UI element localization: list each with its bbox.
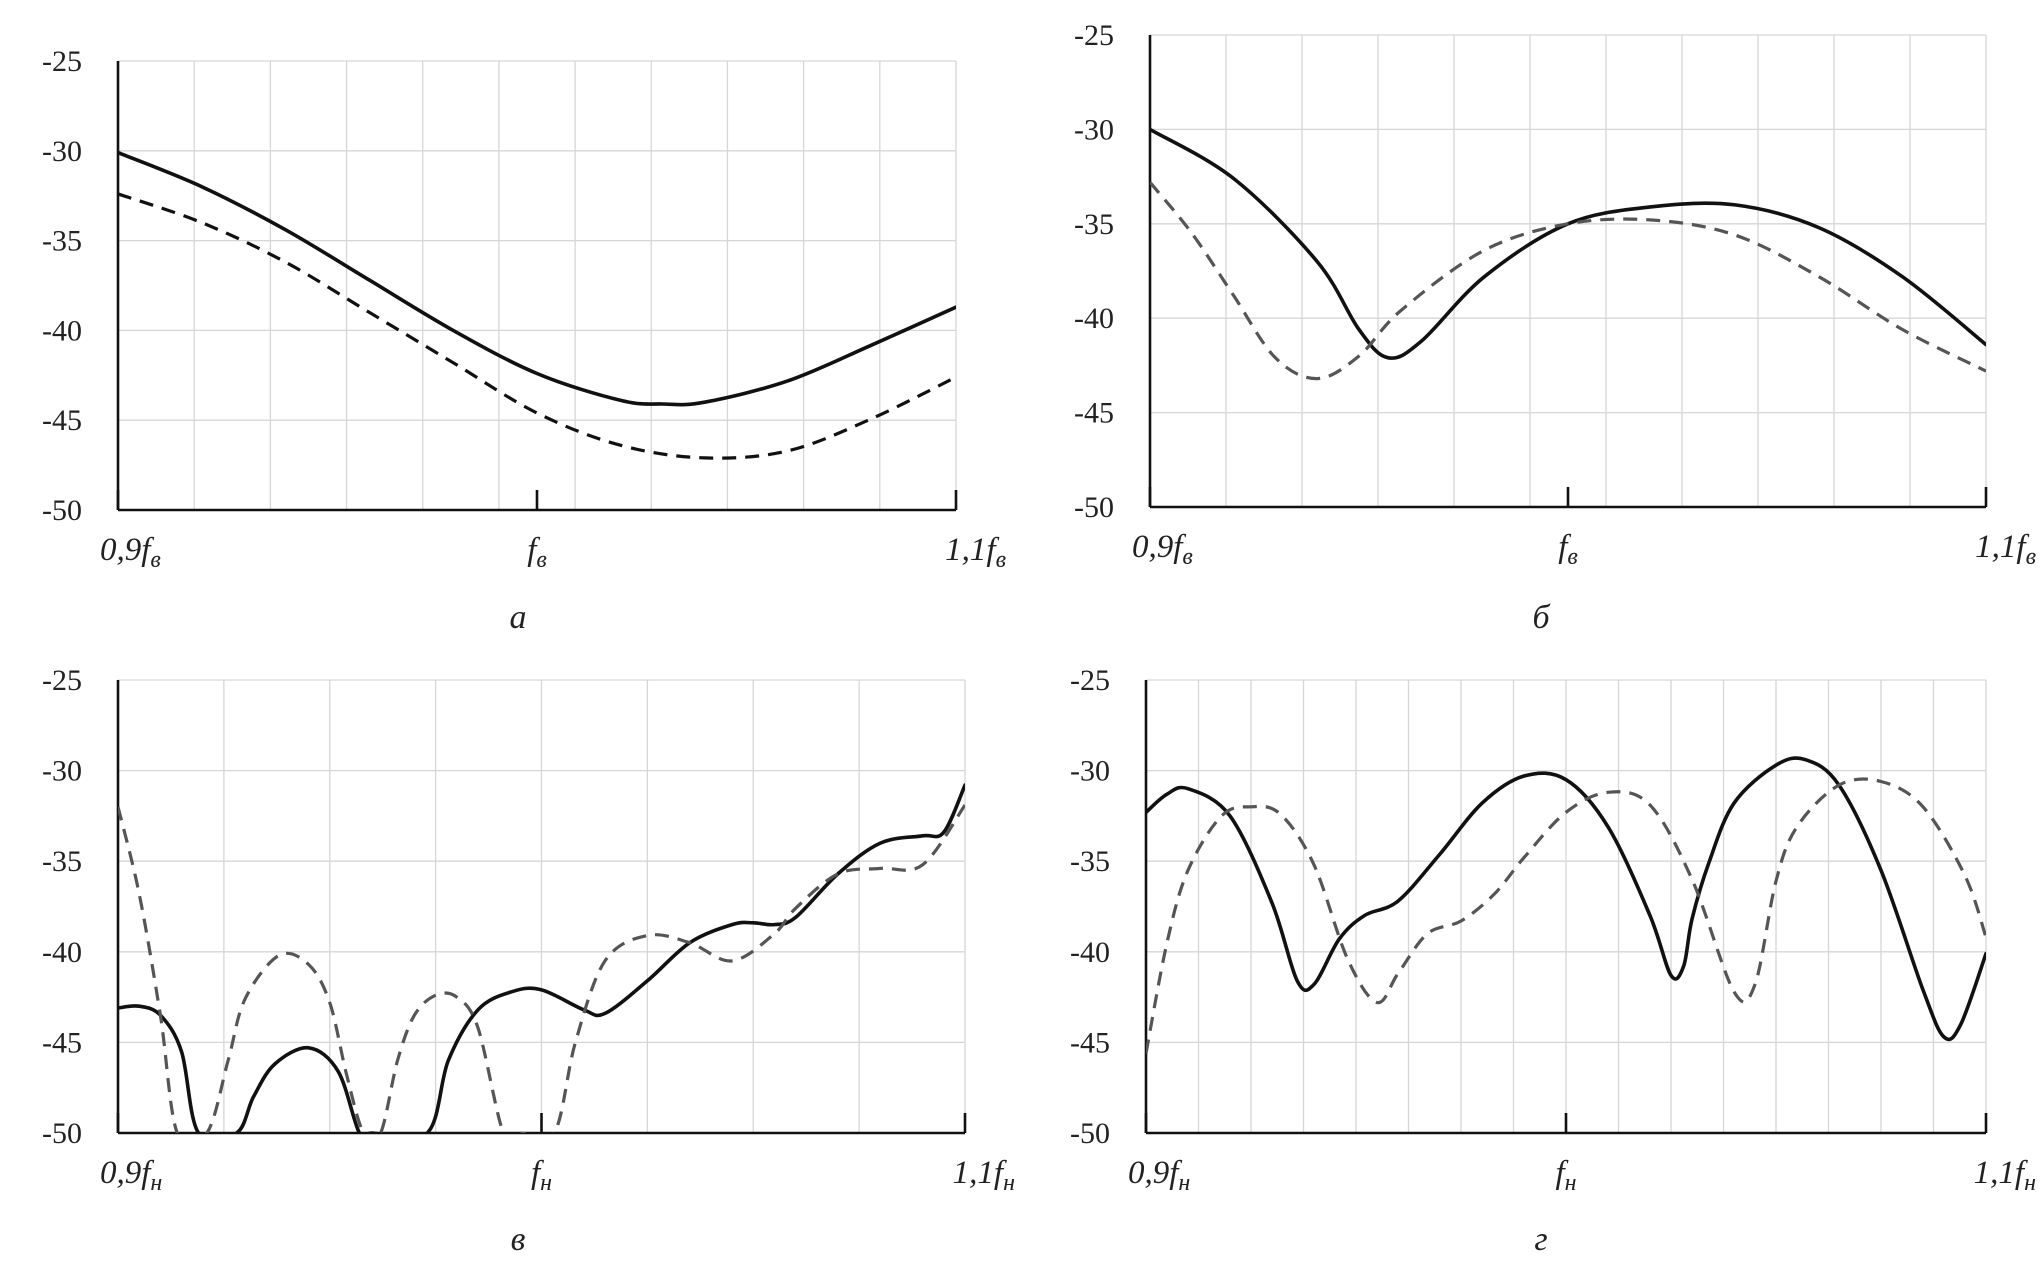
y-tick-label: -25: [1074, 19, 1114, 52]
y-tick-label: -40: [1070, 936, 1110, 969]
y-tick-label: -40: [42, 936, 82, 969]
x-tick-label-subscript: н: [1178, 1170, 1190, 1196]
x-tick-label-subscript: в: [1182, 544, 1192, 570]
grid: [1146, 679, 1987, 1133]
series-line-solid: [118, 783, 965, 1133]
series-line-solid: [1146, 756, 1986, 1042]
y-tick-label: -45: [1074, 397, 1114, 430]
y-tick-label: -40: [1074, 302, 1114, 335]
x-tick-label: fв: [527, 532, 547, 573]
y-tick-label: -25: [42, 45, 82, 78]
y-tick-label: -30: [42, 135, 82, 168]
x-tick-label-subscript: в: [1567, 544, 1577, 570]
y-tick-label: -25: [1070, 664, 1110, 697]
x-tick-label: 0,9fн: [100, 1155, 162, 1196]
x-tick-label: 1,1fн: [1974, 1155, 2036, 1196]
y-tick-label: -50: [1070, 1117, 1110, 1150]
x-tick-label: fн: [1555, 1155, 1576, 1196]
x-tick-label: 1,1fв: [1975, 529, 2036, 570]
x-tick-label-main: 1,1f: [945, 532, 999, 568]
panel-caption: г: [1534, 1221, 1547, 1258]
x-tick-label-subscript: в: [2026, 544, 2036, 570]
x-tick-label: 0,9fн: [1128, 1155, 1190, 1196]
y-tick-label: -50: [1074, 491, 1114, 524]
y-tick-label: -30: [1070, 755, 1110, 788]
y-tick-label: -35: [1070, 845, 1110, 878]
x-tick-label-subscript: н: [1003, 1170, 1015, 1196]
y-tick-label: -40: [42, 314, 82, 347]
grid: [118, 60, 957, 510]
panel-caption: а: [510, 599, 527, 636]
x-tick-label: 0,9fв: [100, 532, 161, 573]
x-tick-label-subscript: в: [536, 547, 546, 573]
x-tick-label-main: 1,1f: [1975, 529, 2029, 565]
y-tick-label: -45: [42, 404, 82, 437]
y-tick-label: -30: [1074, 113, 1114, 146]
series-line-dashed: [1146, 777, 1986, 1054]
series-line-dashed: [1150, 181, 1986, 381]
series-line-solid: [118, 150, 956, 407]
x-tick-label: 0,9fв: [1132, 529, 1193, 570]
x-tick-label: fн: [531, 1155, 552, 1196]
series-line-dashed: [118, 192, 956, 460]
y-tick-label: -50: [42, 1117, 82, 1150]
y-tick-label: -35: [1074, 208, 1114, 241]
y-tick-label: -45: [1070, 1026, 1110, 1059]
y-tick-label: -30: [42, 755, 82, 788]
y-tick-label: -45: [42, 1026, 82, 1059]
y-tick-label: -25: [42, 664, 82, 697]
x-tick-label: fв: [1558, 529, 1578, 570]
y-tick-label: -50: [42, 494, 82, 527]
grid: [1150, 34, 1987, 507]
grid: [118, 679, 966, 1133]
y-tick-label: -35: [42, 845, 82, 878]
x-tick-label-subscript: в: [150, 547, 160, 573]
x-tick-label-subscript: н: [1565, 1170, 1577, 1196]
x-tick-label-main: 0,9f: [100, 1155, 154, 1191]
x-tick-label-main: 1,1f: [953, 1155, 1007, 1191]
x-tick-label-main: 0,9f: [1132, 529, 1186, 565]
panel-caption: б: [1532, 599, 1551, 636]
x-tick-label-main: 0,9f: [1128, 1155, 1182, 1191]
y-tick-label: -35: [42, 225, 82, 258]
x-tick-label-main: 1,1f: [1974, 1155, 2028, 1191]
x-tick-label-subscript: н: [150, 1170, 162, 1196]
panel-caption: в: [511, 1221, 526, 1258]
x-tick-label: 1,1fн: [953, 1155, 1015, 1196]
x-tick-label-subscript: н: [540, 1170, 552, 1196]
x-tick-label-subscript: н: [2024, 1170, 2036, 1196]
x-tick-label-subscript: в: [996, 547, 1006, 573]
x-tick-label-main: 0,9f: [100, 532, 154, 568]
series-line-solid: [1150, 127, 1986, 360]
x-tick-label: 1,1fв: [945, 532, 1006, 573]
